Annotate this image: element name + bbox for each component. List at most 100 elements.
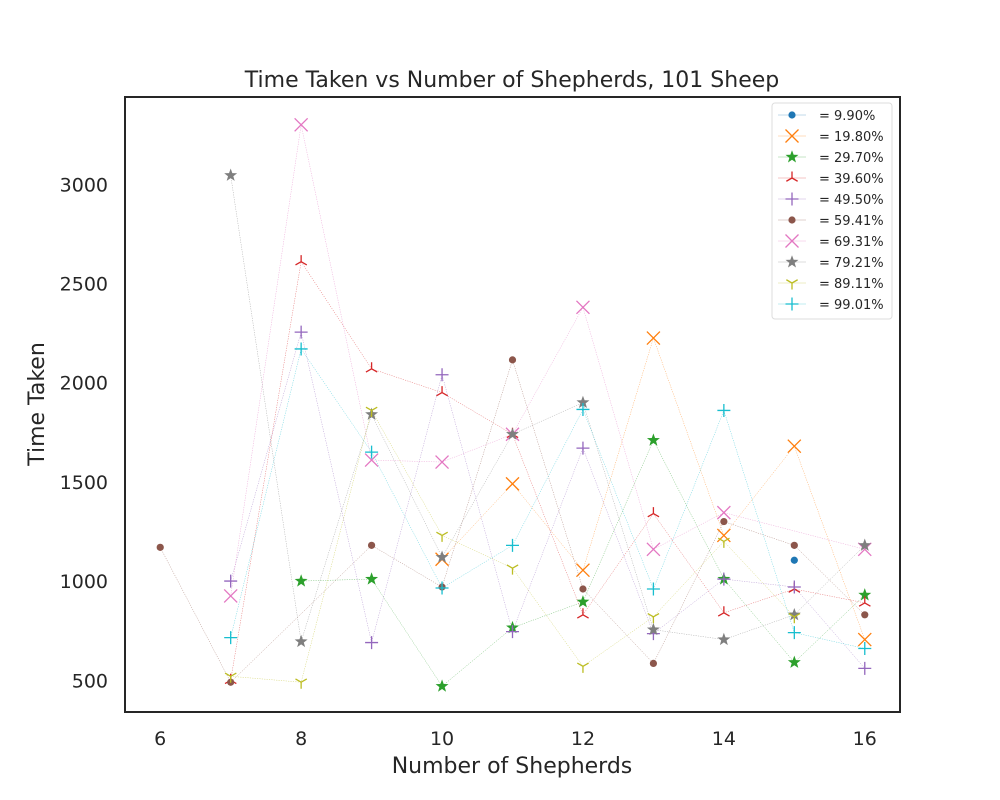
legend-item: = 99.01% [778,297,884,313]
data-point [224,631,238,645]
legend-marker [785,255,799,268]
data-point [857,632,872,647]
data-point [646,542,661,557]
y-tick-label: 2500 [60,273,108,295]
data-point [435,550,449,563]
data-point [436,386,449,397]
legend-label: = 79.21% [819,256,884,271]
data-point [506,427,519,440]
legend-item: = 49.50% [778,192,884,208]
legend-marker [785,150,799,163]
chart-title: Time Taken vs Number of Shepherds, 101 S… [244,68,779,93]
series-1 [790,556,798,564]
legend-marker [786,171,798,182]
data-point [436,531,449,542]
data-point [787,580,801,594]
data-point [508,356,517,364]
data-point [717,606,730,617]
data-point [575,300,590,315]
x-tick-label: 14 [712,728,736,750]
data-point [717,632,731,646]
data-point [576,595,590,608]
legend-label: = 29.70% [819,151,884,166]
data-point [787,626,801,640]
data-point [787,655,801,668]
y-tick-label: 1000 [60,571,108,593]
data-point [224,574,238,588]
legend-label: = 89.11% [819,277,884,292]
data-point [787,439,802,454]
data-point [858,538,872,551]
data-point [156,543,164,551]
data-point [858,642,872,656]
legend-item: = 79.21% [778,255,884,271]
data-point [649,659,658,667]
data-point [365,572,379,585]
legend-label: = 49.50% [819,193,884,208]
legend-item: = 29.70% [778,150,884,166]
data-point [646,582,660,596]
series-8 [224,168,872,648]
data-point [790,556,798,564]
data-point [576,395,590,409]
legend-item: = 9.90% [778,109,875,124]
data-point [365,445,379,459]
data-point [435,368,449,382]
data-point [717,537,730,548]
data-point [861,611,869,619]
x-tick-label: 8 [295,728,307,750]
legend-label: = 59.41% [819,214,884,229]
data-point [646,433,660,446]
series-4 [224,255,871,685]
data-point [294,117,309,132]
legend-label: = 9.90% [819,109,875,124]
data-point [364,453,379,468]
data-point [579,585,587,593]
series-line [230,332,865,669]
data-point [858,588,872,601]
x-axis: 6 8 10 12 14 16 [154,728,877,750]
legend-item: = 69.31% [778,234,884,250]
series-line [230,348,865,649]
legend: = 9.90% = 19.80% = 29.70% = 39.60% = 49.50% =… [771,102,893,320]
data-point [646,622,660,636]
data-point [858,661,872,675]
x-tick-label: 10 [430,728,454,750]
series-5 [224,325,872,675]
data-point [646,331,661,345]
data-point [224,672,237,683]
data-point [223,588,238,603]
legend-item: = 39.60% [778,171,884,187]
data-point [506,625,519,639]
x-axis-label: Number of Shepherds [392,754,633,779]
data-point [294,574,308,587]
y-tick-label: 3000 [60,174,108,196]
data-point [365,362,378,373]
data-point [294,634,308,648]
data-point [576,441,590,455]
data-point [435,581,449,595]
plot-area [156,117,872,692]
legend-item: = 59.41% [778,214,884,229]
data-point [716,505,731,520]
data-point [365,636,379,650]
y-tick-label: 2000 [60,373,108,395]
data-point [720,517,728,526]
legend-label: = 39.60% [819,172,884,187]
legend-marker [786,279,798,290]
data-point [717,572,731,586]
data-point [435,679,449,692]
data-point [857,542,872,557]
series-9 [224,406,801,689]
data-point [506,564,519,575]
y-axis: 500 1000 1500 2000 2500 3000 [60,174,108,692]
legend-marker [788,216,796,224]
data-point [716,528,731,543]
data-point [506,538,519,552]
plot-frame [124,96,901,713]
data-point [647,612,660,624]
data-point [365,406,378,417]
legend-marker [785,297,799,311]
data-point [295,678,308,689]
